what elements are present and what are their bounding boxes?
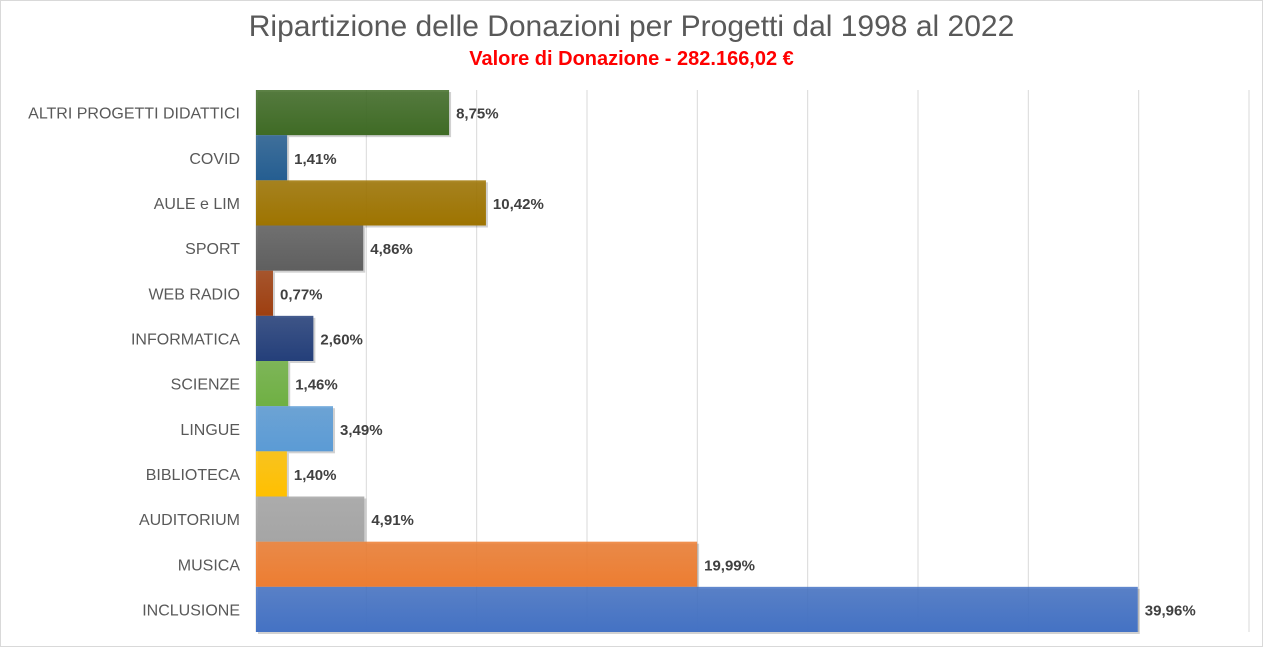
category-label: INCLUSIONE [142, 602, 240, 619]
category-label: AUDITORIUM [139, 512, 240, 529]
bar-scienze [256, 361, 289, 407]
value-label: 2,60% [320, 331, 363, 348]
value-label: 1,46% [295, 377, 338, 394]
value-label: 8,75% [456, 106, 499, 123]
chart-subtitle: Valore di Donazione - 282.166,02 € [469, 48, 794, 70]
category-label: BIBLIOTECA [146, 467, 241, 484]
value-label: 19,99% [704, 557, 755, 574]
bar-biblioteca [256, 451, 287, 497]
value-label: 0,77% [280, 286, 323, 303]
value-label: 1,41% [294, 151, 337, 168]
bar-informatica [256, 315, 314, 361]
bar-sport [256, 225, 364, 271]
category-label: LINGUE [180, 422, 240, 439]
value-label: 4,91% [371, 512, 414, 529]
value-label: 4,86% [370, 241, 413, 258]
category-label: ALTRI PROGETTI DIDATTICI [28, 106, 240, 123]
bar-inclusione [256, 586, 1138, 632]
value-label: 1,40% [294, 467, 337, 484]
chart-title: Ripartizione delle Donazioni per Progett… [248, 10, 1015, 43]
category-label: WEB RADIO [148, 286, 240, 303]
bar-lingue [256, 406, 334, 452]
bar-covid [256, 135, 288, 181]
category-label: COVID [189, 151, 240, 168]
bar-altri-progetti-didattici [256, 90, 450, 136]
bar-web-radio [256, 270, 273, 316]
value-label: 10,42% [493, 196, 544, 213]
value-label: 3,49% [340, 422, 383, 439]
category-label: INFORMATICA [131, 331, 240, 348]
value-label: 39,96% [1145, 602, 1196, 619]
category-label: SCIENZE [171, 377, 240, 394]
category-label: MUSICA [178, 557, 241, 574]
bar-musica [256, 541, 698, 587]
category-label: SPORT [185, 241, 240, 258]
category-label: AULE e LIM [154, 196, 240, 213]
bar-aule-e-lim [256, 180, 486, 226]
bar-auditorium [256, 496, 365, 542]
